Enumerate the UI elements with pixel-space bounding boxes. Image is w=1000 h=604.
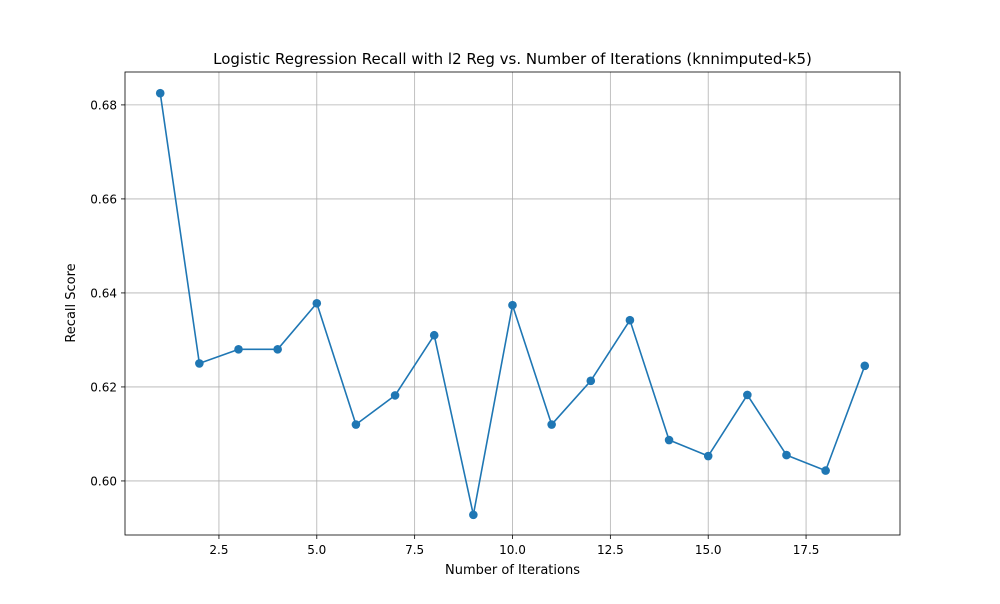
y-tick-label: 0.60: [90, 474, 117, 488]
data-point: [273, 345, 282, 354]
data-point: [664, 435, 674, 445]
data-point: [469, 510, 478, 520]
data-point: [586, 376, 596, 386]
data-point: [312, 298, 322, 308]
series: [155, 88, 870, 520]
data-point: [234, 345, 243, 354]
data-point: [860, 361, 870, 371]
data-point: [351, 420, 361, 429]
grid: [125, 72, 900, 535]
chart-title: Logistic Regression Recall with l2 Reg v…: [213, 50, 812, 68]
x-tick-label: 15.0: [695, 543, 722, 557]
data-point: [508, 300, 517, 310]
x-tick-label: 7.5: [405, 543, 424, 557]
data-point: [390, 391, 400, 400]
x-tick-label: 12.5: [597, 543, 624, 557]
data-point: [195, 359, 204, 368]
data-point: [703, 451, 713, 461]
y-tick-label: 0.68: [90, 98, 117, 112]
data-point: [821, 466, 830, 475]
x-tick-label: 2.5: [209, 543, 228, 557]
y-tick-label: 0.62: [90, 380, 117, 394]
axis-ticks: 2.5 5.0 7.5 10.0 12.5 15.0 17.5 0.60 0.62 0.64 0.6…: [90, 98, 819, 557]
y-tick-label: 0.64: [90, 286, 117, 300]
x-tick-label: 10.0: [499, 543, 526, 557]
data-point: [743, 390, 752, 400]
x-tick-label: 17.5: [793, 543, 820, 557]
x-tick-label: 5.0: [307, 543, 326, 557]
y-axis-label: Recall Score: [64, 263, 79, 342]
data-point: [782, 450, 791, 460]
data-point: [547, 420, 556, 429]
data-point: [155, 88, 165, 98]
data-point: [429, 330, 439, 340]
data-point: [625, 315, 635, 325]
x-axis-label: Number of Iterations: [445, 563, 580, 578]
y-tick-label: 0.66: [90, 192, 117, 206]
